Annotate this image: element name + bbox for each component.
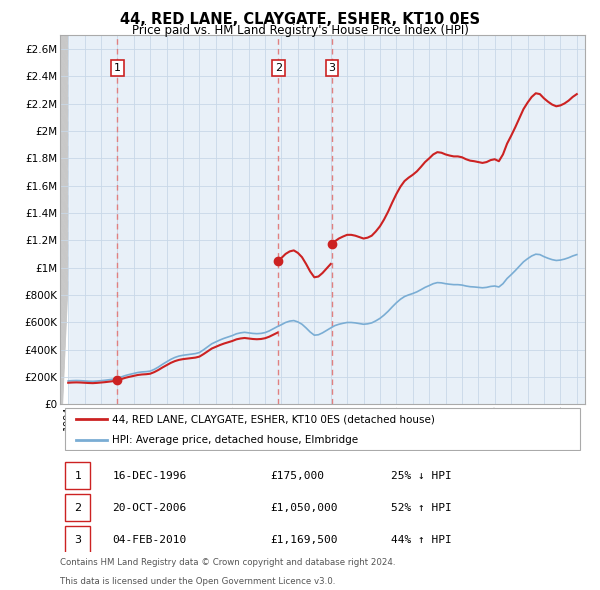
Text: 2: 2	[275, 63, 282, 73]
Text: 44, RED LANE, CLAYGATE, ESHER, KT10 0ES (detached house): 44, RED LANE, CLAYGATE, ESHER, KT10 0ES …	[113, 415, 436, 424]
Text: £1,169,500: £1,169,500	[270, 535, 337, 545]
Text: Price paid vs. HM Land Registry's House Price Index (HPI): Price paid vs. HM Land Registry's House …	[131, 24, 469, 37]
Text: Contains HM Land Registry data © Crown copyright and database right 2024.: Contains HM Land Registry data © Crown c…	[60, 558, 395, 567]
Text: 3: 3	[329, 63, 335, 73]
Text: 16-DEC-1996: 16-DEC-1996	[113, 471, 187, 481]
Text: HPI: Average price, detached house, Elmbridge: HPI: Average price, detached house, Elmb…	[113, 435, 359, 445]
Text: 2: 2	[74, 503, 82, 513]
Text: This data is licensed under the Open Government Licence v3.0.: This data is licensed under the Open Gov…	[60, 577, 335, 586]
Text: 3: 3	[74, 535, 82, 545]
Text: £1,050,000: £1,050,000	[270, 503, 337, 513]
Text: 1: 1	[74, 471, 82, 481]
Text: 04-FEB-2010: 04-FEB-2010	[113, 535, 187, 545]
Text: 44, RED LANE, CLAYGATE, ESHER, KT10 0ES: 44, RED LANE, CLAYGATE, ESHER, KT10 0ES	[120, 12, 480, 27]
Text: £175,000: £175,000	[270, 471, 324, 481]
Text: 1: 1	[114, 63, 121, 73]
Text: 20-OCT-2006: 20-OCT-2006	[113, 503, 187, 513]
Bar	[65, 462, 91, 489]
Text: 25% ↓ HPI: 25% ↓ HPI	[391, 471, 452, 481]
Text: 44% ↑ HPI: 44% ↑ HPI	[391, 535, 452, 545]
Bar	[65, 526, 91, 553]
Bar	[65, 494, 91, 522]
Text: 52% ↑ HPI: 52% ↑ HPI	[391, 503, 452, 513]
